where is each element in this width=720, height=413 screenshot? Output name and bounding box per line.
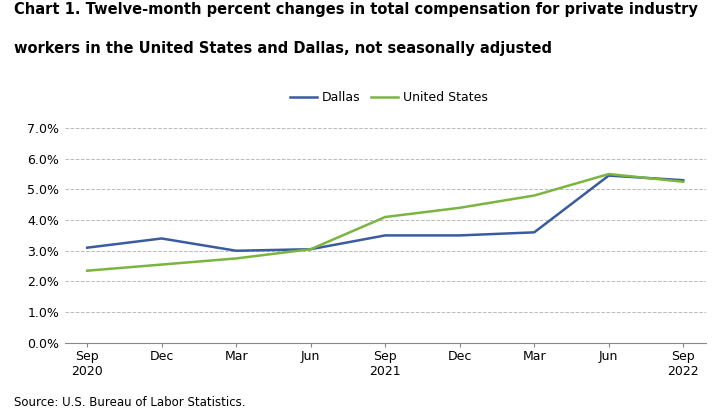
Dallas (232, 248, 240, 253)
United States (158, 262, 166, 267)
Line: United States: United States (87, 174, 683, 271)
Dallas (530, 230, 539, 235)
Text: Chart 1. Twelve-month percent changes in total compensation for private industry: Chart 1. Twelve-month percent changes in… (14, 2, 698, 17)
United States (381, 214, 390, 219)
United States (232, 256, 240, 261)
United States (307, 247, 315, 252)
United States (83, 268, 91, 273)
Dallas (604, 173, 613, 178)
United States (604, 171, 613, 176)
Dallas (307, 247, 315, 252)
Dallas (679, 178, 688, 183)
Line: Dallas: Dallas (87, 176, 683, 251)
Dallas (83, 245, 91, 250)
Dallas (381, 233, 390, 238)
Dallas (158, 236, 166, 241)
Text: Source: U.S. Bureau of Labor Statistics.: Source: U.S. Bureau of Labor Statistics. (14, 396, 246, 409)
Dallas (455, 233, 464, 238)
United States (455, 205, 464, 210)
Text: workers in the United States and Dallas, not seasonally adjusted: workers in the United States and Dallas,… (14, 41, 552, 56)
United States (679, 179, 688, 184)
Legend: Dallas, United States: Dallas, United States (289, 91, 488, 104)
United States (530, 193, 539, 198)
